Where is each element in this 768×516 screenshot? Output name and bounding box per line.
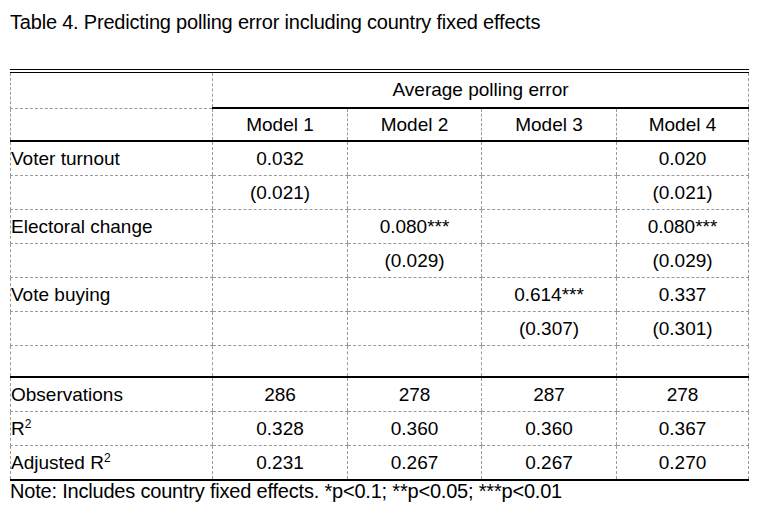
data-cell [213,210,348,244]
data-cell [482,244,617,278]
table-row-observations: Observations 286 278 287 278 [11,377,749,412]
data-cell [348,278,482,312]
data-cell [213,346,348,378]
data-cell [348,312,482,346]
data-cell: 0.267 [482,446,617,481]
span-header-row: Average polling error [11,71,749,108]
regression-table: Average polling error Model 1 Model 2 Mo… [10,69,749,481]
data-cell: (0.021) [213,176,348,210]
row-label-cell: Voter turnout [11,141,213,176]
header-model-4: Model 4 [617,108,749,141]
data-cell [482,141,617,176]
table-title: Table 4. Predicting polling error includ… [10,11,540,34]
data-cell: (0.307) [482,312,617,346]
table-row-empty [11,346,749,378]
data-cell [213,312,348,346]
data-cell [482,346,617,378]
data-cell: 0.367 [617,412,749,446]
table-row-r-squared: R2 0.328 0.360 0.360 0.367 [11,412,749,446]
data-cell: 0.080*** [617,210,749,244]
data-cell: 286 [213,377,348,412]
data-cell [213,278,348,312]
stat-label-sup: 2 [104,450,111,464]
span-header-cell: Average polling error [213,71,749,108]
data-cell: 0.328 [213,412,348,446]
row-label-cell [11,312,213,346]
stat-label-sup: 2 [25,416,32,430]
row-label-cell: Vote buying [11,278,213,312]
data-cell: 0.360 [482,412,617,446]
data-cell: 287 [482,377,617,412]
data-cell [482,176,617,210]
corner-cell [11,71,213,108]
data-cell: 278 [348,377,482,412]
data-cell: (0.301) [617,312,749,346]
data-cell: 0.231 [213,446,348,481]
data-cell: 0.614*** [482,278,617,312]
data-cell [348,141,482,176]
row-label-cell [11,346,213,378]
page: Table 4. Predicting polling error includ… [0,0,768,516]
row-label-cell: Adjusted R2 [11,446,213,481]
data-cell: (0.029) [348,244,482,278]
row-label-cell: R2 [11,412,213,446]
data-cell [617,346,749,378]
table-note: Note: Includes country fixed effects. *p… [10,480,562,503]
row-label-cell: Electoral change [11,210,213,244]
row-label-cell [11,176,213,210]
data-cell: 0.080*** [348,210,482,244]
table-row-voter-turnout-se: (0.021) (0.021) [11,176,749,210]
row-label-cell [11,244,213,278]
data-cell [213,244,348,278]
data-cell: (0.021) [617,176,749,210]
header-model-1: Model 1 [213,108,348,141]
header-model-2: Model 2 [348,108,482,141]
table-row-electoral-change-se: (0.029) (0.029) [11,244,749,278]
data-cell: 0.032 [213,141,348,176]
data-cell: 278 [617,377,749,412]
header-empty-cell [11,108,213,141]
stat-label: Adjusted R [11,452,104,473]
stat-label: R [11,418,25,439]
table-row-vote-buying: Vote buying 0.614*** 0.337 [11,278,749,312]
table-row-electoral-change: Electoral change 0.080*** 0.080*** [11,210,749,244]
data-cell [348,346,482,378]
table-row-voter-turnout: Voter turnout 0.032 0.020 [11,141,749,176]
row-label-cell: Observations [11,377,213,412]
stat-label: Observations [11,384,123,405]
header-model-3: Model 3 [482,108,617,141]
data-cell: 0.337 [617,278,749,312]
data-cell: 0.267 [348,446,482,481]
data-cell: 0.360 [348,412,482,446]
data-cell [482,210,617,244]
data-cell [348,176,482,210]
table-row-adjusted-r-squared: Adjusted R2 0.231 0.267 0.267 0.270 [11,446,749,481]
table-row-vote-buying-se: (0.307) (0.301) [11,312,749,346]
data-cell: 0.020 [617,141,749,176]
data-cell: 0.270 [617,446,749,481]
data-cell: (0.029) [617,244,749,278]
model-header-row: Model 1 Model 2 Model 3 Model 4 [11,108,749,141]
